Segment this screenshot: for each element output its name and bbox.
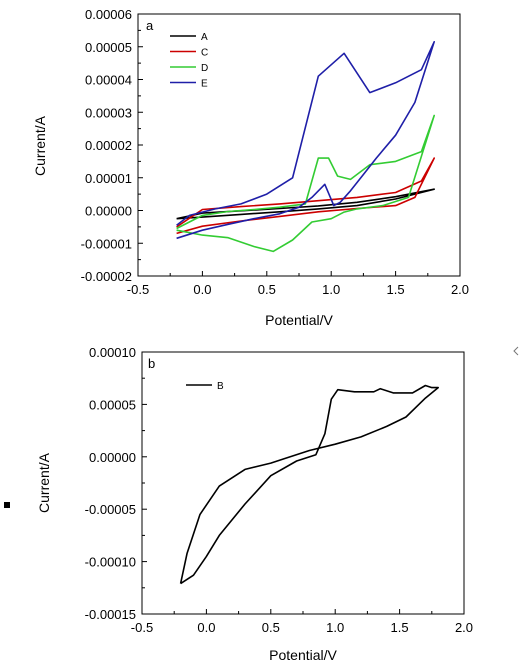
chart-b-x-axis-label: Potential/V xyxy=(269,647,337,663)
chart-a-panel-label: a xyxy=(146,18,154,33)
x-tick-label: 1.0 xyxy=(326,620,344,635)
chart-a-xticks: -0.5 0.0 0.5 1.0 1.5 2.0 xyxy=(127,271,469,297)
chart-b-panel-label: b xyxy=(148,356,155,371)
x-tick-label: 2.0 xyxy=(451,282,469,297)
y-tick-label: -0.00005 xyxy=(85,502,136,517)
x-tick-label: -0.5 xyxy=(127,282,149,297)
chart-a-x-axis-label: Potential/V xyxy=(265,312,333,328)
legend-label-C: C xyxy=(201,48,208,59)
chart-b-series-lines xyxy=(179,384,440,585)
y-tick-label: 0.00000 xyxy=(89,450,136,465)
y-tick-label: 0.00005 xyxy=(89,397,136,412)
y-tick-label: 0.00010 xyxy=(89,345,136,360)
x-tick-label: 0.0 xyxy=(197,620,215,635)
x-tick-label: 0.0 xyxy=(193,282,211,297)
y-tick-label: 0.00002 xyxy=(85,138,132,153)
x-tick-label: 1.5 xyxy=(387,282,405,297)
y-tick-label: -0.00001 xyxy=(81,236,132,251)
x-tick-label: 0.5 xyxy=(262,620,280,635)
series-line-E xyxy=(176,40,436,240)
chart-b-y-axis-label: Current/A xyxy=(36,452,52,513)
legend-label-B: B xyxy=(217,381,224,392)
chart-b-legend: B xyxy=(186,381,224,392)
y-tick-label: 0.00001 xyxy=(85,171,132,186)
x-tick-label: 1.5 xyxy=(391,620,409,635)
x-tick-label: 1.0 xyxy=(322,282,340,297)
edge-marker-chevron-icon xyxy=(513,346,519,356)
x-tick-label: -0.5 xyxy=(131,620,153,635)
legend-label-D: D xyxy=(201,63,208,74)
y-tick-label: 0.00006 xyxy=(85,7,132,22)
legend-label-A: A xyxy=(201,32,208,43)
chart-a: -0.5 0.0 0.5 1.0 1.5 2.0 -0.00002 -0.00001 0.00… xyxy=(32,7,469,328)
edge-marker-square xyxy=(4,502,10,508)
y-tick-label: 0.00005 xyxy=(85,40,132,55)
y-tick-label: 0.00003 xyxy=(85,105,132,120)
chart-a-series-lines xyxy=(176,40,436,253)
chart-a-y-axis-label: Current/A xyxy=(32,115,48,176)
x-tick-label: 2.0 xyxy=(455,620,473,635)
chart-a-yticks: -0.00002 -0.00001 0.00000 0.00001 0.00002 0.0… xyxy=(81,7,143,284)
chart-b-yticks: -0.00015 -0.00010 -0.00005 0.00000 0.00005 0.… xyxy=(85,345,147,622)
y-tick-label: -0.00015 xyxy=(85,607,136,622)
legend-label-E: E xyxy=(201,79,208,90)
x-tick-label: 0.5 xyxy=(258,282,276,297)
chart-b: -0.5 0.0 0.5 1.0 1.5 2.0 -0.00015-0.00010-0.0… xyxy=(36,345,473,663)
y-tick-label: -0.00002 xyxy=(81,269,132,284)
y-tick-label: 0.00004 xyxy=(85,73,132,88)
chart-a-frame xyxy=(137,13,461,277)
series-line-C xyxy=(176,157,436,235)
y-tick-label: 0.00000 xyxy=(85,204,132,219)
series-line-B xyxy=(179,384,440,585)
chart-b-xticks: -0.5 0.0 0.5 1.0 1.5 2.0 xyxy=(131,609,473,635)
y-tick-label: -0.00010 xyxy=(85,555,136,570)
series-line-D xyxy=(176,114,436,253)
